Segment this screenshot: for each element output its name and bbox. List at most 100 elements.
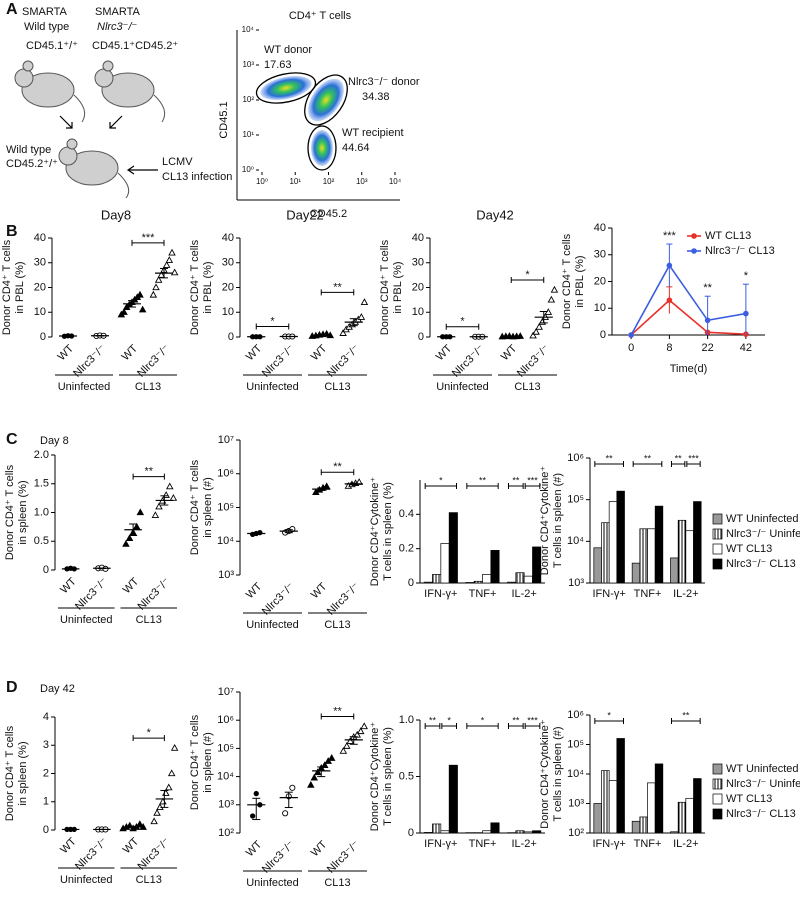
x-tick-label: WT — [58, 575, 79, 596]
legend-swatch — [712, 793, 723, 805]
y-axis-label: Donor CD4⁺ T cells — [561, 233, 573, 329]
x-tick-label: WT — [309, 342, 330, 363]
y-tick-label: 20 — [412, 281, 424, 293]
data-point — [314, 768, 322, 776]
y-tick-label: 2 — [43, 767, 49, 779]
y-axis-label: Donor CD4⁺Cytokine⁺ — [539, 719, 551, 829]
x-tick-label: WT — [244, 342, 265, 363]
bar — [601, 770, 610, 834]
data-point — [150, 817, 158, 825]
y-tick-label: 10⁶ — [567, 452, 584, 464]
group-label: Uninfected — [60, 614, 113, 626]
data-point — [167, 769, 176, 777]
diagram: SMARTA Wild type CD45.1⁺/⁺ SMARTA Nlrc3⁻… — [6, 6, 232, 199]
group-label: Uninfected — [58, 381, 111, 393]
y-axis-label: in PBL (%) — [202, 261, 214, 313]
y-tick-label: 0 — [228, 331, 234, 343]
y-tick-label: 0 — [43, 564, 49, 576]
data-point — [152, 283, 160, 291]
y-tick-label: 10³ — [242, 60, 254, 69]
y-tick-label: 1.0 — [399, 714, 414, 726]
y-axis-label: Donor CD4⁺ T cells — [4, 725, 16, 821]
x-tick-label: Nlrc3⁻/⁻ — [260, 839, 297, 876]
y-tick-label: 10³ — [218, 569, 234, 581]
y-tick-label: 10² — [242, 95, 254, 104]
data-point — [153, 808, 161, 816]
legend-marker — [691, 233, 697, 239]
y-axis-label: T cells in spleen (#) — [552, 473, 564, 568]
group-label: Uninfected — [246, 619, 299, 631]
group-label: CL13 — [135, 381, 161, 393]
y-tick-label: 10 — [412, 306, 424, 318]
bar — [670, 557, 679, 584]
significance-label: * — [447, 715, 451, 725]
panel-label: B — [6, 223, 18, 240]
y-tick-label: 30 — [412, 257, 424, 269]
data-point — [547, 295, 556, 303]
bar — [507, 581, 517, 584]
series-line — [630, 299, 746, 336]
x-tick-label: 10¹ — [289, 177, 301, 186]
y-tick-label: 10⁴ — [217, 535, 234, 547]
significance-label: * — [147, 727, 152, 739]
bar — [593, 547, 602, 584]
y-tick-label: 30 — [594, 249, 606, 261]
marker: CD45.2⁺/⁺ — [6, 158, 58, 170]
y-tick-label: 2.0 — [34, 449, 49, 461]
legend-label: WT CL13 — [726, 543, 772, 555]
significance-label: *** — [688, 453, 699, 463]
significance-label: * — [744, 270, 749, 282]
data-point — [165, 256, 174, 263]
bar — [440, 830, 450, 834]
data-point — [282, 810, 289, 817]
data-point — [170, 743, 179, 751]
x-tick-label: Nlrc3⁻/⁻ — [260, 581, 297, 618]
data-point — [532, 327, 540, 335]
series-line — [630, 263, 747, 336]
gate-name: Nlrc3⁻/⁻ donor — [348, 76, 420, 88]
bar — [440, 543, 450, 584]
y-tick-label: 10⁴ — [567, 768, 584, 780]
group-label: Uninfected — [436, 381, 489, 393]
x-tick-label: WT — [56, 342, 77, 363]
y-tick-label: 20 — [594, 275, 606, 287]
y-tick-label: 10² — [218, 827, 234, 839]
marker: CD45.1⁺/⁺ — [26, 40, 78, 52]
chart-title: Day22 — [286, 207, 324, 222]
significance-label: * — [460, 316, 465, 328]
bar — [523, 831, 533, 834]
bar — [670, 831, 679, 834]
data-point — [550, 285, 559, 293]
genotype: Wild type — [6, 144, 51, 156]
y-tick-label: 10⁴ — [242, 25, 255, 34]
significance-label: ** — [479, 475, 487, 485]
y-axis-label: in spleen (#) — [202, 732, 214, 793]
bar — [482, 574, 492, 584]
x-axis-label: CD45.2 — [310, 208, 347, 220]
legend-label: Nlrc3⁻/⁻ CL13 — [726, 808, 796, 820]
group-label: CL13 — [324, 877, 350, 889]
panel-label: C — [6, 431, 18, 448]
x-tick-label: WT — [244, 580, 265, 601]
y-tick-label: 10⁶ — [217, 468, 234, 480]
y-tick-label: 10 — [222, 306, 234, 318]
legend-label: WT CL13 — [705, 230, 751, 242]
x-tick-label: WT — [120, 342, 141, 363]
bar — [593, 803, 602, 834]
y-tick-label: 10⁵ — [567, 494, 584, 506]
significance-label: * — [607, 710, 611, 720]
bar — [532, 546, 542, 584]
x-tick-label: 10² — [323, 177, 335, 186]
y-tick-label: 0.4 — [399, 508, 414, 520]
chart-title: CD4⁺ T cells — [289, 10, 352, 22]
bar — [654, 505, 664, 584]
legend-swatch — [712, 528, 723, 540]
bar — [608, 780, 618, 834]
y-tick-label: 3 — [43, 739, 49, 751]
x-tick-label: IL-2+ — [673, 838, 698, 850]
legend-swatch — [712, 558, 723, 570]
bar — [423, 581, 433, 584]
significance-label: * — [525, 269, 530, 281]
x-tick-label: Nlrc3⁻/⁻ — [136, 836, 173, 873]
